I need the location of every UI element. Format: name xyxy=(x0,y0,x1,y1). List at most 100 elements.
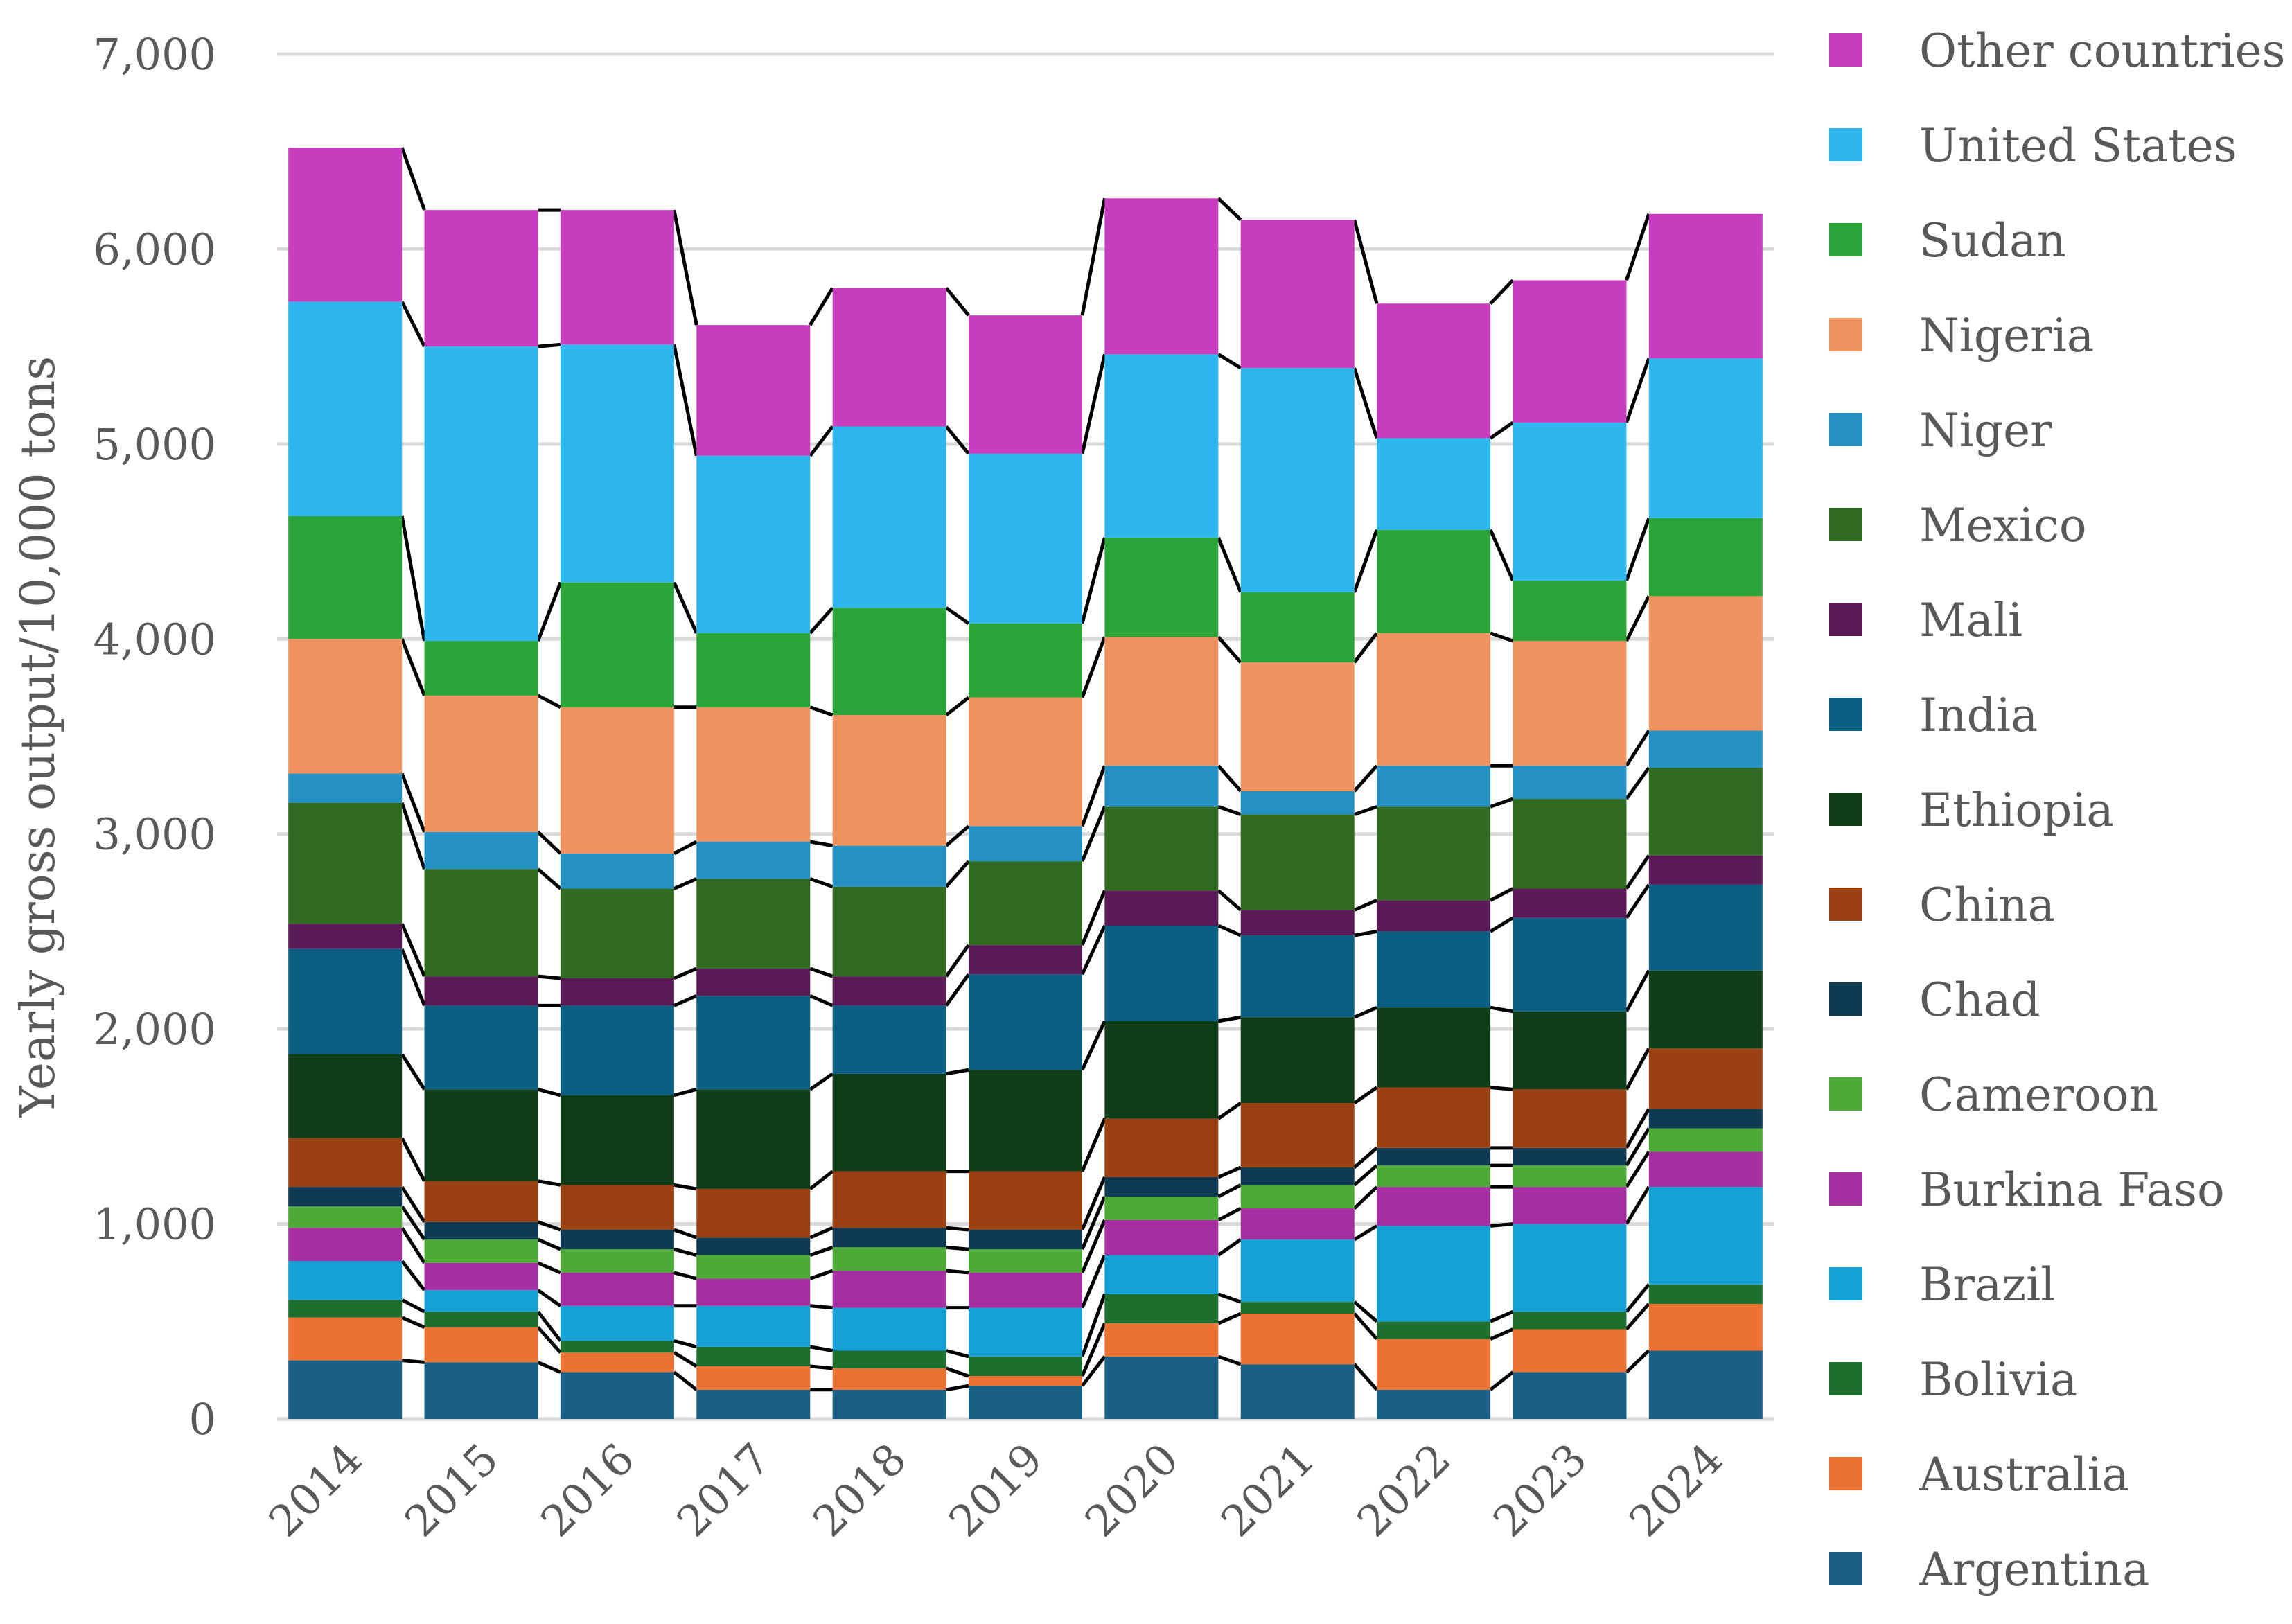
connector-line xyxy=(1080,353,1107,454)
connector-line xyxy=(944,824,970,847)
bar-segment-brazil-2020 xyxy=(1104,1255,1219,1294)
bar-segment-bolivia-2016 xyxy=(560,1341,674,1353)
bar-segment-niger-2018 xyxy=(832,845,946,887)
bar-segment-india-2022 xyxy=(1377,931,1491,1008)
bar-segment-other-countries-2019 xyxy=(969,315,1082,454)
bar-segment-brazil-2019 xyxy=(969,1307,1082,1357)
bar-segment-mexico-2017 xyxy=(696,879,811,969)
connector-line xyxy=(1080,1294,1107,1357)
bar-segment-cameroon-2023 xyxy=(1513,1165,1627,1188)
connector-line xyxy=(809,1072,834,1091)
bar-segment-niger-2014 xyxy=(288,773,403,803)
connector-line xyxy=(1080,1118,1107,1172)
bar-segment-chad-2020 xyxy=(1104,1177,1219,1197)
legend-label: India xyxy=(1919,689,2038,742)
bar-segment-chad-2022 xyxy=(1377,1147,1491,1166)
connector-line xyxy=(809,840,834,848)
connector-line xyxy=(1217,1292,1242,1304)
bar-segment-chad-2017 xyxy=(696,1237,811,1255)
bar-segment-mexico-2022 xyxy=(1377,806,1491,901)
legend-item-bolivia: Bolivia xyxy=(1829,1353,2077,1406)
bar-segment-chad-2021 xyxy=(1240,1167,1355,1185)
bar-segment-sudan-2024 xyxy=(1648,518,1763,597)
bar-segment-nigeria-2015 xyxy=(424,695,538,832)
bar-segment-nigeria-2017 xyxy=(696,707,811,842)
bar-segment-ethiopia-2021 xyxy=(1240,1017,1355,1104)
legend: Other countries United States Sudan Nigeria… xyxy=(1829,24,2286,1596)
bar-segment-ethiopia-2022 xyxy=(1377,1007,1491,1088)
connector-line xyxy=(673,1339,697,1349)
bar-segment-burkina-faso-2021 xyxy=(1240,1208,1355,1240)
connector-line xyxy=(1217,353,1242,370)
bar-segment-china-2016 xyxy=(560,1185,674,1230)
x-tick-label: 2018 xyxy=(803,1433,916,1546)
bar-segment-mali-2020 xyxy=(1104,890,1219,926)
connector-line xyxy=(1217,889,1242,912)
bar-segment-other-countries-2014 xyxy=(288,148,403,302)
connector-line xyxy=(946,1226,969,1232)
bar-segment-nigeria-2014 xyxy=(288,639,403,774)
bar-segment-bolivia-2019 xyxy=(969,1356,1082,1377)
connector-line xyxy=(809,994,834,1007)
connector-line xyxy=(1217,804,1242,816)
x-tick-label: 2014 xyxy=(259,1433,372,1546)
x-tick-label: 2022 xyxy=(1347,1433,1460,1546)
bar-segment-brazil-2024 xyxy=(1648,1187,1763,1285)
connector-line xyxy=(673,840,698,856)
bar-segment-cameroon-2014 xyxy=(288,1206,403,1228)
bar-segment-brazil-2018 xyxy=(832,1307,946,1351)
legend-swatch xyxy=(1829,1457,1862,1490)
bar-segment-india-2017 xyxy=(696,996,811,1090)
connector-line xyxy=(400,1226,426,1264)
connector-line xyxy=(537,1261,561,1275)
legend-swatch xyxy=(1829,413,1862,446)
connector-line xyxy=(1217,635,1242,664)
x-tick-label: 2021 xyxy=(1211,1433,1324,1546)
legend-item-cameroon: Cameroon xyxy=(1829,1068,2158,1122)
bar-segment-sudan-2018 xyxy=(832,608,946,716)
connector-line xyxy=(1081,1355,1107,1387)
connector-line xyxy=(1217,1206,1242,1222)
bar-segment-china-2023 xyxy=(1513,1089,1627,1148)
connector-line xyxy=(1489,1370,1514,1391)
connector-line xyxy=(672,209,698,326)
connector-line xyxy=(1080,924,1107,976)
bar-segment-argentina-2024 xyxy=(1648,1350,1763,1419)
bar-segment-brazil-2014 xyxy=(288,1261,403,1300)
connector-line xyxy=(1625,1151,1650,1188)
connector-line xyxy=(400,301,426,348)
bars xyxy=(288,148,1763,1419)
bar-segment-cameroon-2016 xyxy=(560,1249,674,1273)
bar-segment-other-countries-2015 xyxy=(424,210,538,347)
bar-segment-bolivia-2020 xyxy=(1104,1294,1219,1324)
bar-segment-bolivia-2017 xyxy=(696,1346,811,1367)
bar-segment-china-2015 xyxy=(424,1181,538,1222)
y-tick-label: 7,000 xyxy=(94,29,217,80)
connector-line xyxy=(400,1053,426,1091)
bar-segment-sudan-2020 xyxy=(1104,537,1219,637)
bar-segment-niger-2024 xyxy=(1648,730,1763,768)
legend-label: Bolivia xyxy=(1919,1353,2077,1406)
x-tick-label: 2016 xyxy=(531,1433,644,1546)
bar-segment-brazil-2016 xyxy=(560,1305,674,1341)
bar-segment-chad-2016 xyxy=(560,1230,674,1250)
connector-line xyxy=(538,342,561,348)
legend-swatch xyxy=(1829,793,1862,826)
connector-line xyxy=(1353,1300,1378,1323)
x-tick-label: 2023 xyxy=(1483,1433,1596,1546)
bar-segment-australia-2016 xyxy=(560,1352,674,1373)
connector-line xyxy=(1625,1349,1650,1374)
connector-line xyxy=(1625,969,1651,1013)
y-tick-label: 6,000 xyxy=(94,224,217,274)
legend-label: China xyxy=(1919,879,2055,932)
bar-segment-china-2014 xyxy=(288,1138,403,1188)
connector-line xyxy=(1625,1048,1651,1091)
legend-label: United States xyxy=(1919,119,2237,173)
connector-line xyxy=(945,606,970,625)
bar-segment-other-countries-2020 xyxy=(1104,198,1219,355)
bar-segment-mexico-2024 xyxy=(1648,768,1763,856)
legend-item-australia: Australia xyxy=(1829,1448,2129,1501)
bar-segment-argentina-2021 xyxy=(1240,1364,1355,1419)
legend-swatch xyxy=(1829,33,1862,67)
